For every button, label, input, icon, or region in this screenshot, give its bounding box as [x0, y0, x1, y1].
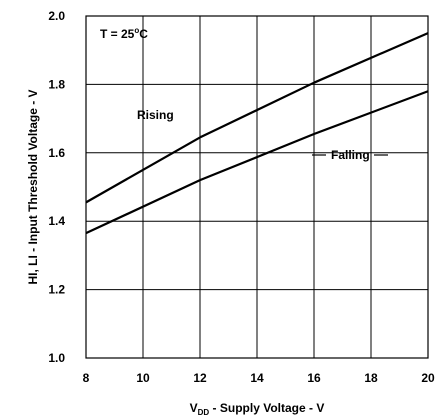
x-axis-label: VDD - Supply Voltage - V	[190, 401, 325, 417]
x-tick-label: 10	[136, 371, 150, 385]
series-label-rising: Rising	[137, 108, 174, 122]
x-tick-label: 20	[421, 371, 435, 385]
y-tick-label: 1.8	[48, 77, 65, 91]
x-tick-label: 8	[83, 371, 90, 385]
y-tick-label: 1.6	[48, 146, 65, 160]
grid	[85, 15, 429, 359]
y-axis-ticks: 1.0 1.2 1.4 1.6 1.8 2.0	[48, 9, 65, 365]
y-axis-label: HI, LI - Input Threshold Voltage - V	[26, 89, 40, 284]
y-tick-label: 1.4	[48, 214, 65, 228]
temperature-annotation: T = 25oC	[100, 26, 148, 41]
series-line-falling	[85, 90, 429, 235]
x-tick-label: 12	[193, 371, 207, 385]
x-axis-ticks: 8 10 12 14 16 18 20	[83, 371, 435, 385]
x-tick-label: 14	[250, 371, 264, 385]
series-label-falling: Falling	[331, 148, 370, 162]
x-tick-label: 18	[364, 371, 378, 385]
series-line-rising	[85, 32, 429, 204]
y-tick-label: 2.0	[48, 9, 65, 23]
y-tick-label: 1.0	[48, 351, 65, 365]
x-tick-label: 16	[307, 371, 321, 385]
series-lines	[85, 32, 429, 235]
y-tick-label: 1.2	[48, 283, 65, 297]
plot-frame	[85, 15, 429, 359]
